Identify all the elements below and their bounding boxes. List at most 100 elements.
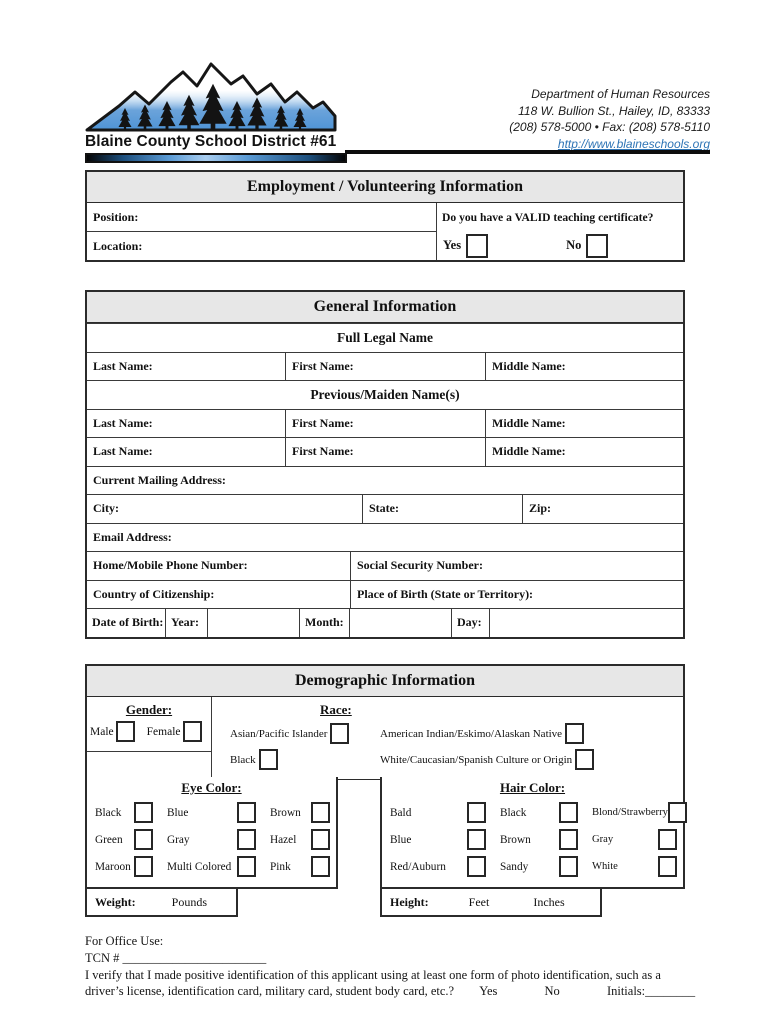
- last-name-field[interactable]: Last Name:: [93, 358, 153, 373]
- email-field[interactable]: Email Address:: [93, 529, 172, 544]
- cert-no-label: No: [566, 238, 582, 253]
- weight-field[interactable]: Weight: Pounds: [85, 889, 238, 917]
- previous-name-row: Last Name: First Name: Middle Name:: [87, 408, 683, 437]
- first-name-field[interactable]: First Name:: [285, 409, 485, 437]
- department-address: 118 W. Bullion St., Hailey, ID, 83333: [518, 103, 710, 118]
- location-label: Location:: [93, 238, 143, 253]
- position-label: Position:: [93, 209, 139, 224]
- city-field[interactable]: City:: [93, 501, 119, 516]
- state-field[interactable]: State:: [362, 495, 522, 523]
- department-phone-fax: (208) 578-5000 • Fax: (208) 578-5110: [509, 120, 710, 134]
- hair-color-white-checkbox[interactable]: [658, 856, 677, 877]
- race-american-indian-checkbox[interactable]: [565, 723, 585, 744]
- eye-color-maroon-checkbox[interactable]: [134, 856, 153, 877]
- verify-no-option[interactable]: No: [544, 984, 560, 999]
- eye-color-black-checkbox[interactable]: [134, 802, 153, 823]
- race-asian-pacific-islander-checkbox[interactable]: [330, 723, 350, 744]
- eye-color-hazel-checkbox[interactable]: [311, 829, 330, 850]
- dob-day-label: Day:: [451, 609, 489, 637]
- demographic-title: Demographic Information: [87, 666, 683, 697]
- logo-gradient-bar: [85, 153, 347, 163]
- eye-color-blue-checkbox[interactable]: [237, 802, 256, 823]
- dob-month-label: Month:: [299, 609, 349, 637]
- office-use-block: For Office Use: TCN # __________________…: [85, 933, 697, 1000]
- phone-field[interactable]: Home/Mobile Phone Number:: [93, 558, 248, 573]
- male-label: Male: [90, 725, 114, 738]
- eye-color-green-checkbox[interactable]: [134, 829, 153, 850]
- ssn-field[interactable]: Social Security Number:: [350, 552, 683, 580]
- middle-name-field[interactable]: Middle Name:: [485, 352, 683, 380]
- eye-multicolored-label: Multi Colored: [167, 860, 232, 873]
- header-rule: [345, 150, 710, 154]
- race-black-checkbox[interactable]: [258, 749, 278, 770]
- department-contact-block: Department of Human Resources 118 W. Bul…: [509, 86, 710, 152]
- initials-field[interactable]: Initials:________: [606, 984, 696, 999]
- date-of-birth-row: Date of Birth: Year: Month: Day:: [87, 608, 683, 637]
- hair-bald-label: Bald: [390, 806, 412, 819]
- hair-color-bald-checkbox[interactable]: [467, 802, 486, 823]
- phone-ssn-row: Home/Mobile Phone Number: Social Securit…: [87, 551, 683, 580]
- inches-label: Inches: [533, 894, 565, 909]
- eye-maroon-label: Maroon: [95, 860, 131, 873]
- hair-color-brown-checkbox[interactable]: [559, 829, 578, 850]
- eye-color-brown-checkbox[interactable]: [311, 802, 330, 823]
- teaching-certificate-question: Do you have a VALID teaching certificate…: [442, 210, 654, 224]
- male-checkbox[interactable]: [115, 721, 135, 742]
- email-row: Email Address:: [87, 522, 683, 552]
- eye-green-label: Green: [95, 833, 123, 846]
- citizenship-field[interactable]: Country of Citizenship:: [93, 586, 215, 601]
- color-boxes-area: Eye Color: Black Blue Brown Green Gray H…: [85, 777, 687, 918]
- race-white-checkbox[interactable]: [575, 749, 595, 770]
- verify-statement-line2: driver’s license, identification card, m…: [85, 984, 696, 999]
- tcn-line[interactable]: TCN # _______________________: [85, 950, 267, 965]
- verify-statement-line1: I verify that I made positive identifica…: [85, 967, 661, 982]
- hair-color-black-checkbox[interactable]: [559, 802, 578, 823]
- hair-color-blue-checkbox[interactable]: [467, 829, 486, 850]
- hair-color-sandy-checkbox[interactable]: [559, 856, 578, 877]
- citizenship-birthplace-row: Country of Citizenship: Place of Birth (…: [87, 579, 683, 608]
- female-checkbox[interactable]: [182, 721, 202, 742]
- last-name-field[interactable]: Last Name:: [93, 444, 153, 459]
- teaching-cert-yes-checkbox[interactable]: [466, 233, 489, 258]
- first-name-field[interactable]: First Name:: [285, 438, 485, 466]
- female-label: Female: [146, 725, 181, 738]
- eye-color-multi-colored-checkbox[interactable]: [237, 856, 256, 877]
- middle-name-field[interactable]: Middle Name:: [485, 409, 683, 437]
- mailing-address-row: Current Mailing Address:: [87, 465, 683, 495]
- hair-white-label: White: [592, 861, 618, 872]
- race-asian-label: Asian/Pacific Islander: [230, 727, 328, 740]
- verify-yes-option[interactable]: Yes: [479, 984, 498, 999]
- teaching-cert-no-checkbox[interactable]: [586, 233, 609, 258]
- middle-name-field[interactable]: Middle Name:: [485, 438, 683, 466]
- race-header: Race:: [320, 702, 352, 717]
- dob-day-field[interactable]: [489, 609, 683, 637]
- hair-sandy-label: Sandy: [500, 860, 529, 873]
- height-field[interactable]: Height: Feet Inches: [380, 889, 602, 917]
- race-cell: Race: Asian/Pacific Islander American In…: [212, 697, 683, 779]
- eye-pink-label: Pink: [270, 860, 291, 873]
- race-black-label: Black: [230, 753, 256, 766]
- hair-brown-label: Brown: [500, 833, 531, 846]
- eye-color-pink-checkbox[interactable]: [311, 856, 330, 877]
- race-white-label: White/Caucasian/Spanish Culture or Origi…: [380, 753, 573, 766]
- employment-section-title: Employment / Volunteering Information: [87, 172, 683, 203]
- position-field[interactable]: Position:: [87, 203, 436, 231]
- office-use-label: For Office Use:: [85, 934, 164, 948]
- height-label: Height:: [390, 894, 429, 909]
- dob-year-field[interactable]: [207, 609, 299, 637]
- eye-color-gray-checkbox[interactable]: [237, 829, 256, 850]
- first-name-field[interactable]: First Name:: [285, 352, 485, 380]
- dob-month-field[interactable]: [349, 609, 451, 637]
- zip-field[interactable]: Zip:: [522, 495, 683, 523]
- hair-color-blond-strawberry-checkbox[interactable]: [667, 802, 687, 823]
- hair-color-gray-checkbox[interactable]: [658, 829, 677, 850]
- last-name-field[interactable]: Last Name:: [93, 415, 153, 430]
- location-field[interactable]: Location:: [87, 231, 436, 260]
- eye-black-label: Black: [95, 806, 122, 819]
- race-american-indian-label: American Indian/Eskimo/Alaskan Native: [380, 727, 563, 740]
- hair-color-red-auburn-checkbox[interactable]: [467, 856, 486, 877]
- birthplace-field[interactable]: Place of Birth (State or Territory):: [350, 580, 683, 608]
- hair-color-box: Hair Color: Bald Black Blond/Strawberry …: [380, 777, 687, 889]
- district-website-link[interactable]: http://www.blaineschools.org: [557, 136, 710, 151]
- mailing-address-field[interactable]: Current Mailing Address:: [93, 472, 226, 487]
